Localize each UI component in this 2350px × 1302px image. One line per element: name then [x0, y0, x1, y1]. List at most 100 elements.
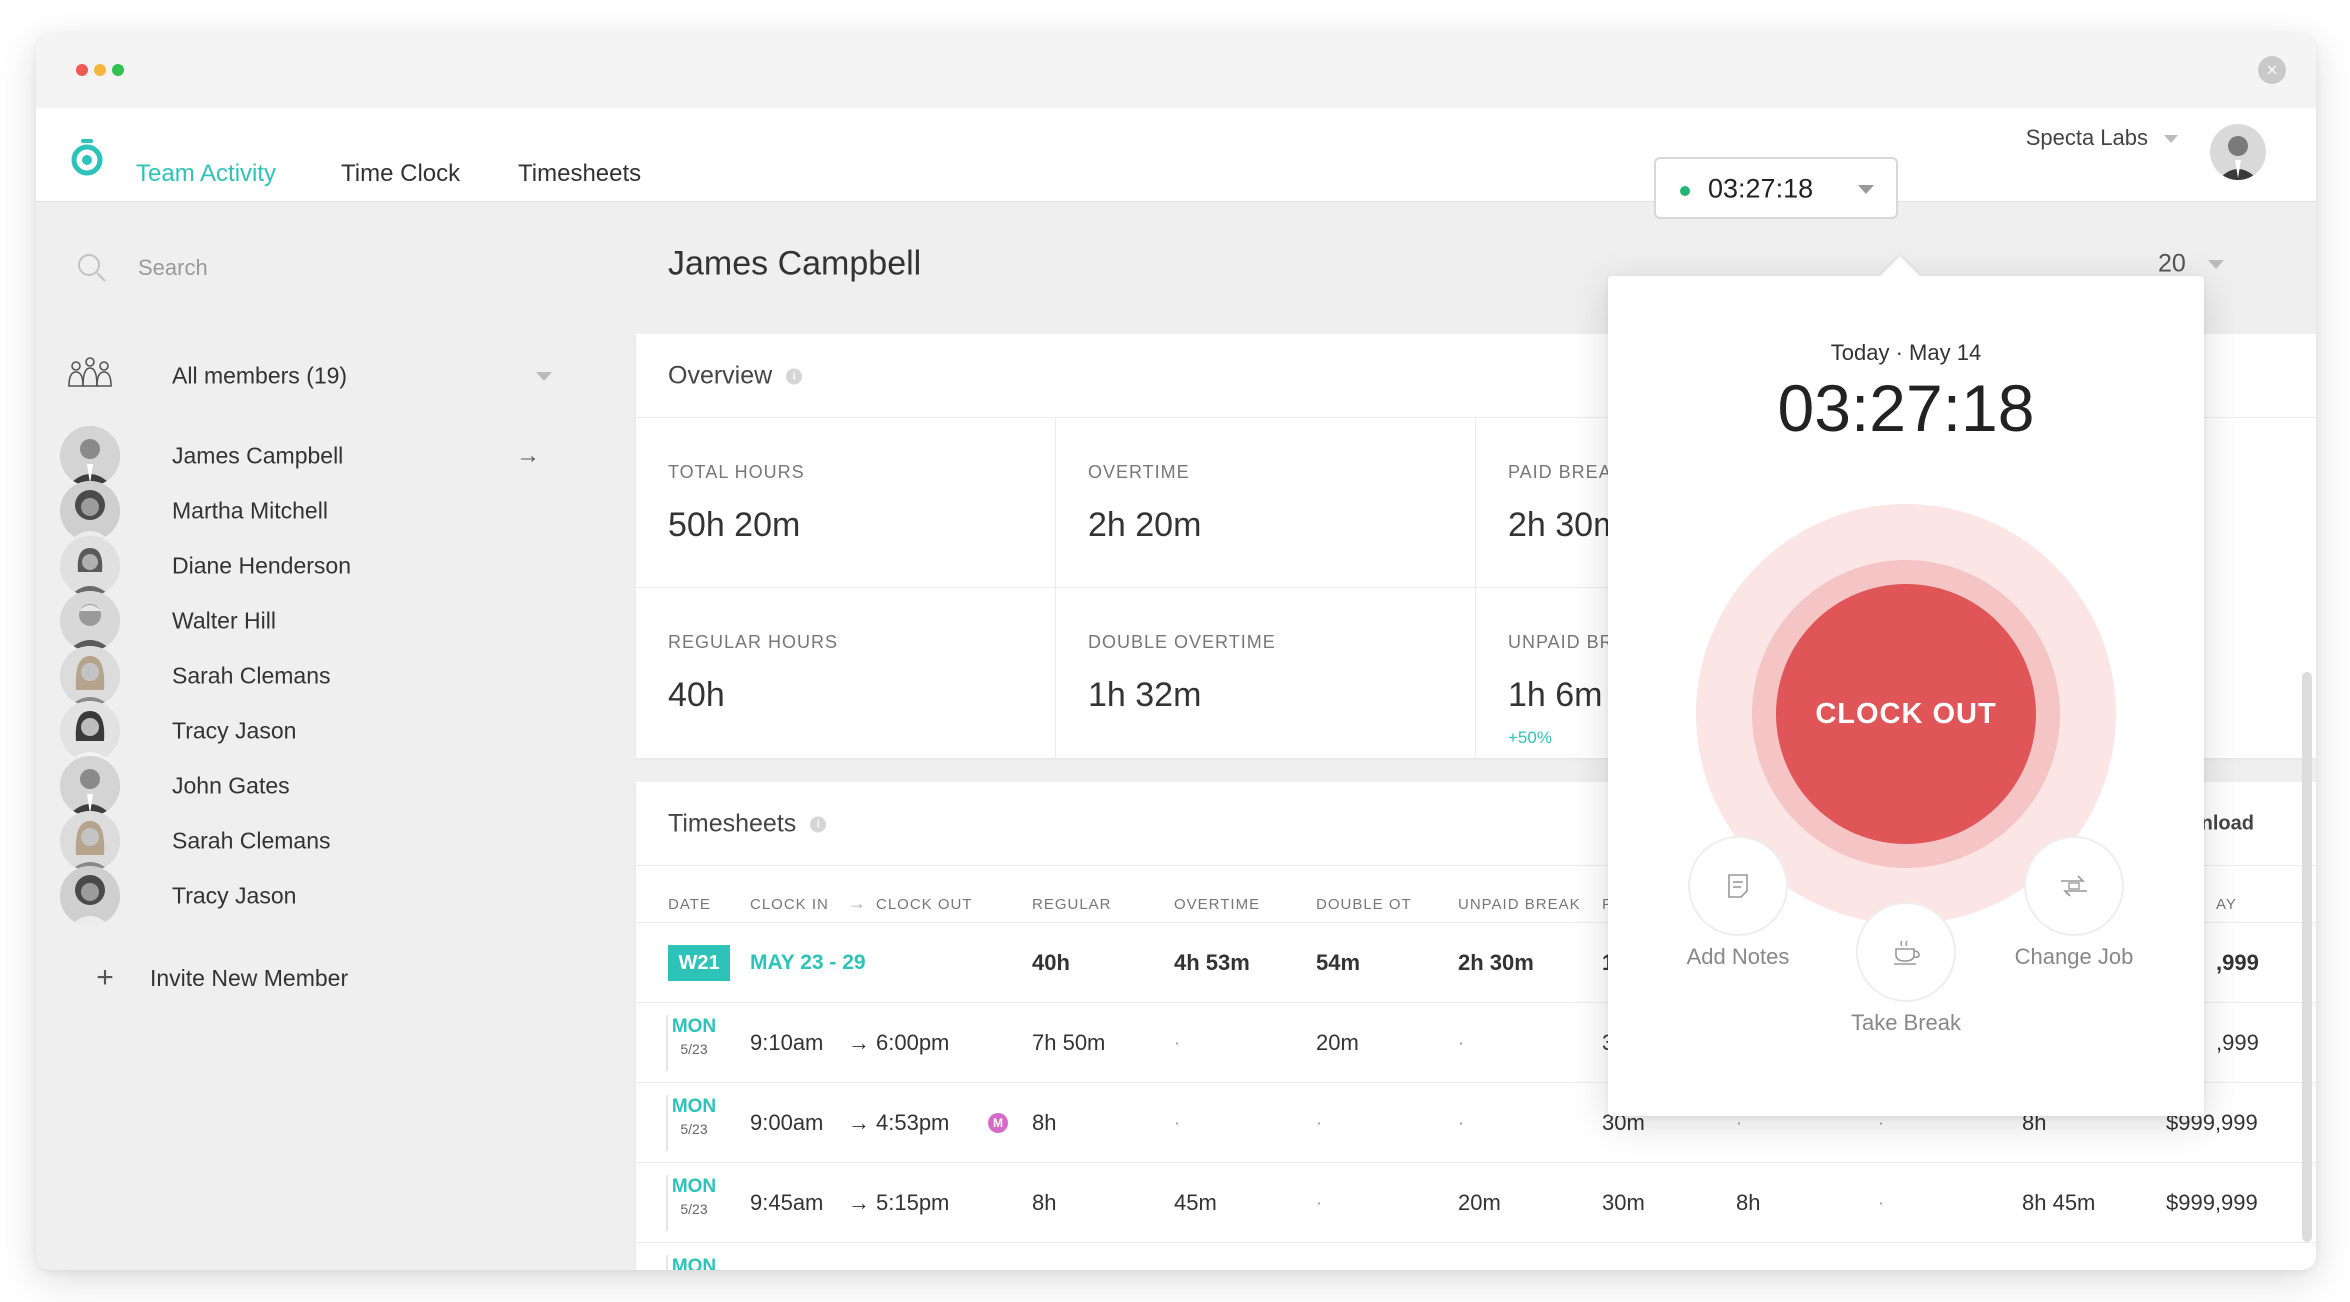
- cell-clock-in: 9:10am: [750, 1030, 824, 1055]
- overview-header: Overview i: [636, 334, 2316, 418]
- col-pay: AY: [2216, 896, 2237, 913]
- manual-entry-badge[interactable]: M: [988, 1113, 1008, 1133]
- sidebar-member-diane-henderson[interactable]: Diane Henderson: [60, 536, 540, 596]
- search-input[interactable]: Search: [138, 255, 208, 280]
- invite-new-member-button[interactable]: + Invite New Member: [76, 961, 348, 995]
- cell-pay: ,999: [2216, 1030, 2259, 1055]
- avatar: [60, 426, 120, 486]
- user-avatar[interactable]: [2210, 124, 2266, 180]
- invite-label: Invite New Member: [150, 964, 349, 991]
- search-box[interactable]: Search: [76, 252, 208, 284]
- period-chevron-down-icon[interactable]: [2208, 260, 2224, 269]
- title-bar: ×: [36, 34, 2316, 108]
- sidebar-member-walter-hill[interactable]: Walter Hill: [60, 591, 540, 651]
- week-range: MAY 23 - 29: [750, 951, 866, 974]
- app-logo-icon: [71, 139, 103, 176]
- day-name: MON: [671, 1176, 717, 1197]
- info-icon[interactable]: i: [810, 816, 827, 832]
- cell-double-ot: ·: [1316, 1192, 1322, 1213]
- sidebar-member-martha-mitchell[interactable]: Martha Mitchell: [60, 481, 540, 541]
- tab-time-clock[interactable]: Time Clock: [341, 160, 461, 187]
- members-filter-label: All members (19): [172, 362, 348, 389]
- cell-unpaid-break: 2h 30m: [1458, 950, 1534, 975]
- live-status-dot: [1680, 186, 1690, 196]
- window-zoom-dot[interactable]: [112, 64, 124, 76]
- timer-dropdown[interactable]: 03:27:18: [1654, 157, 1898, 219]
- stat-value: 2h 20m: [1088, 506, 1202, 544]
- org-chevron-down-icon[interactable]: [2164, 135, 2178, 143]
- stat-label: UNPAID BRE: [1508, 632, 1627, 652]
- sidebar-member-james-campbell[interactable]: James Campbell →: [60, 426, 540, 486]
- scrollbar[interactable]: [2302, 672, 2312, 1242]
- avatar: [60, 481, 120, 541]
- tab-team-activity[interactable]: Team Activity: [136, 160, 277, 187]
- stat-regular-hours: REGULAR HOURS 40h: [636, 588, 1056, 758]
- members-chevron-down-icon: [536, 372, 552, 381]
- sidebar-member-sarah-clemans[interactable]: Sarah Clemans: [60, 646, 540, 706]
- col-regular: REGULAR: [1032, 896, 1112, 913]
- change-job-label: Change Job: [2014, 944, 2134, 969]
- stat-label: REGULAR HOURS: [668, 632, 839, 652]
- arrow-right-icon: →: [848, 1190, 870, 1215]
- member-name: Diane Henderson: [172, 552, 352, 579]
- cell-unpaid-break: 20m: [1458, 1190, 1501, 1215]
- member-name: Tracy Jason: [172, 717, 297, 744]
- cell-regular: 40h: [1032, 950, 1070, 975]
- download-button[interactable]: nload: [2200, 812, 2254, 835]
- table-row[interactable]: MON 5/23 9:02am → 6:57pm 8h 20m 20m 1h 3…: [636, 1242, 2316, 1270]
- stat-unpaid-break: UNPAID BRE 1h 6m +50%: [1476, 588, 1896, 758]
- window-close-dot[interactable]: [76, 64, 88, 76]
- period-selector[interactable]: 20: [2158, 249, 2186, 278]
- cell-double-ot: ·: [1316, 1112, 1322, 1133]
- table-row[interactable]: MON 5/23 9:45am → 5:15pm 8h 45m · 20m 30…: [636, 1162, 2316, 1242]
- change-job-button[interactable]: [2024, 836, 2124, 936]
- avatar: [60, 536, 120, 596]
- member-name: Sarah Clemans: [172, 662, 331, 689]
- cell-clock-out: 6:00pm: [876, 1030, 950, 1055]
- search-icon: [78, 254, 106, 282]
- stat-label: TOTAL HOURS: [668, 462, 805, 482]
- arrow-right-icon: →: [848, 1030, 870, 1055]
- plus-icon: +: [96, 961, 114, 994]
- table-row[interactable]: MON 5/23 9:10am → 6:00pm 7h 50m · 20m · …: [636, 1002, 2316, 1082]
- member-name: Sarah Clemans: [172, 827, 331, 854]
- timesheets-title-text: Timesheets: [668, 809, 797, 838]
- close-icon[interactable]: ×: [2258, 56, 2286, 84]
- clock-out-button[interactable]: CLOCK OUT: [1776, 584, 2036, 844]
- sidebar-member-tracy-jason[interactable]: Tracy Jason: [60, 701, 540, 761]
- sidebar-member-sarah-clemans-2[interactable]: Sarah Clemans: [60, 811, 540, 871]
- org-switcher[interactable]: Specta Labs: [2025, 125, 2148, 150]
- overview-title: Overview i: [668, 362, 803, 391]
- col-unpaid-break: UNPAID BREAK: [1458, 896, 1581, 913]
- stat-value: 1h 6m: [1508, 676, 1603, 714]
- app-window: × Team Activity Time Clock Timesheets 03…: [36, 34, 2316, 1270]
- arrow-right-icon: →: [848, 1110, 870, 1135]
- add-notes-button[interactable]: [1688, 836, 1788, 936]
- week-badge: W21: [668, 945, 730, 981]
- week-row[interactable]: W21 MAY 23 - 29 40h 4h 53m 54m 2h 30m 1h…: [636, 922, 2316, 1002]
- avatar: [60, 866, 120, 926]
- cell-pay: ,999: [2216, 950, 2259, 975]
- sidebar-member-john-gates[interactable]: John Gates: [60, 756, 540, 816]
- clock-popover: Today · May 14 03:27:18 CLOCK OUT Add No…: [1608, 256, 2204, 1116]
- cell-col9: ·: [1878, 1192, 1884, 1213]
- avatar: [60, 756, 120, 816]
- team-icon: [68, 357, 112, 387]
- col-clock-in: CLOCK IN: [750, 896, 829, 913]
- stat-double-overtime: DOUBLE OVERTIME 1h 32m: [1056, 588, 1476, 758]
- chevron-down-icon: [1858, 185, 1874, 194]
- info-icon[interactable]: i: [786, 368, 803, 384]
- stat-value: 40h: [668, 676, 725, 714]
- sidebar-member-tracy-jason-2[interactable]: Tracy Jason: [60, 866, 540, 926]
- popover-timer: 03:27:18: [1777, 371, 2035, 445]
- col-clock-out: CLOCK OUT: [876, 896, 973, 913]
- members-filter[interactable]: All members (19): [66, 352, 556, 392]
- tab-timesheets[interactable]: Timesheets: [518, 160, 642, 187]
- cell-regular: 8h: [1032, 1110, 1057, 1135]
- cell-pay: $999,999: [2166, 1190, 2258, 1215]
- cell-overtime: ·: [1174, 1112, 1180, 1133]
- window-minimize-dot[interactable]: [94, 64, 106, 76]
- take-break-button[interactable]: [1856, 902, 1956, 1002]
- col-date: DATE: [668, 896, 711, 913]
- table-row[interactable]: MON 5/23 9:00am → 4:53pm M 8h · · · 30m …: [636, 1082, 2316, 1162]
